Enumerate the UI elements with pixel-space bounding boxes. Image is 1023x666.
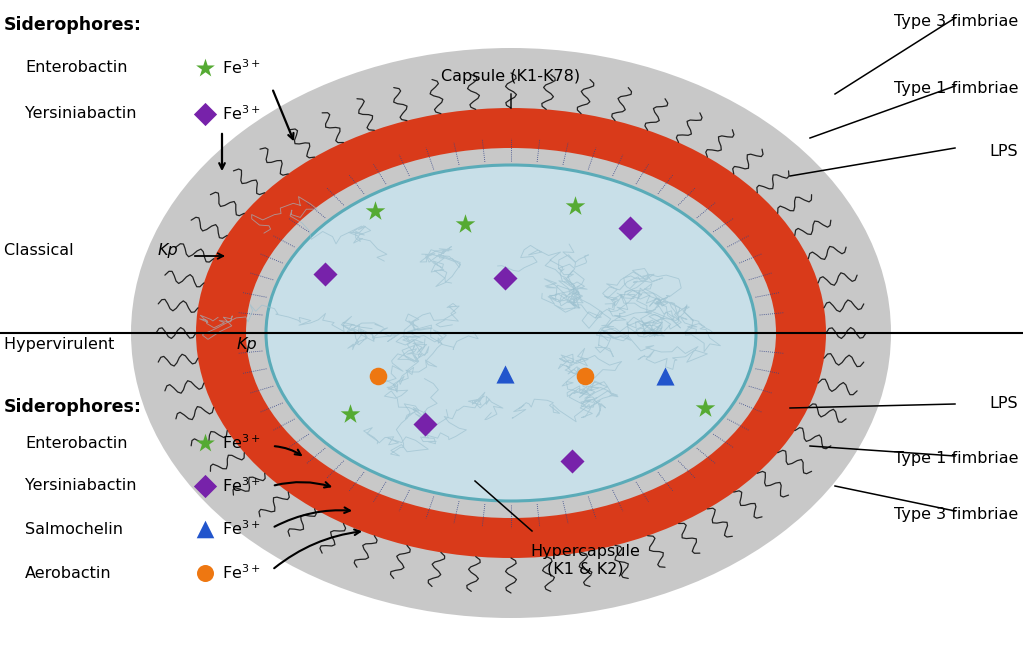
Text: Kp: Kp [237, 336, 258, 352]
Text: Kp: Kp [158, 244, 179, 258]
Point [196, 109, 213, 119]
Text: Type 1 fimbriae: Type 1 fimbriae [893, 450, 1018, 466]
Point [196, 481, 213, 492]
Point [564, 456, 580, 466]
Text: Classical: Classical [4, 244, 79, 258]
Text: Enterobactin: Enterobactin [25, 436, 128, 450]
Point [497, 369, 514, 380]
Ellipse shape [131, 48, 891, 618]
Ellipse shape [246, 148, 776, 518]
Text: LPS: LPS [989, 396, 1018, 410]
Point [416, 419, 433, 430]
Point [567, 200, 583, 211]
Point [622, 222, 638, 233]
Text: Enterobactin: Enterobactin [25, 61, 128, 75]
Point [577, 371, 593, 382]
Text: Fe$^{3+}$: Fe$^{3+}$ [222, 59, 261, 77]
Point [196, 567, 213, 578]
Text: Capsule (K1-K78): Capsule (K1-K78) [442, 69, 581, 83]
Point [367, 206, 384, 216]
Text: Yersiniabactin: Yersiniabactin [25, 107, 136, 121]
Text: Fe$^{3+}$: Fe$^{3+}$ [222, 519, 261, 538]
Text: Aerobactin: Aerobactin [25, 565, 112, 581]
Text: Siderophores:: Siderophores: [4, 398, 142, 416]
Point [370, 371, 387, 382]
Text: Hypercapsule
(K1 & K2): Hypercapsule (K1 & K2) [530, 544, 640, 576]
Point [657, 371, 673, 382]
Point [497, 272, 514, 283]
Text: Fe$^{3+}$: Fe$^{3+}$ [222, 563, 261, 582]
Text: Fe$^{3+}$: Fe$^{3+}$ [222, 477, 261, 496]
Point [342, 409, 358, 420]
Text: Hypervirulent: Hypervirulent [4, 336, 120, 352]
Point [196, 523, 213, 534]
Text: Fe$^{3+}$: Fe$^{3+}$ [222, 434, 261, 452]
Text: Yersiniabactin: Yersiniabactin [25, 478, 136, 494]
Point [457, 218, 474, 229]
Text: Siderophores:: Siderophores: [4, 16, 142, 34]
Text: LPS: LPS [989, 144, 1018, 159]
Point [196, 438, 213, 448]
Ellipse shape [196, 108, 826, 558]
Text: Type 3 fimbriae: Type 3 fimbriae [894, 507, 1018, 521]
Point [697, 403, 713, 414]
Text: Salmochelin: Salmochelin [25, 521, 123, 537]
Ellipse shape [266, 165, 756, 501]
Text: Type 3 fimbriae: Type 3 fimbriae [894, 14, 1018, 29]
Text: Type 1 fimbriae: Type 1 fimbriae [893, 81, 1018, 96]
Text: Fe$^{3+}$: Fe$^{3+}$ [222, 105, 261, 123]
Point [196, 63, 213, 73]
Point [317, 268, 333, 279]
